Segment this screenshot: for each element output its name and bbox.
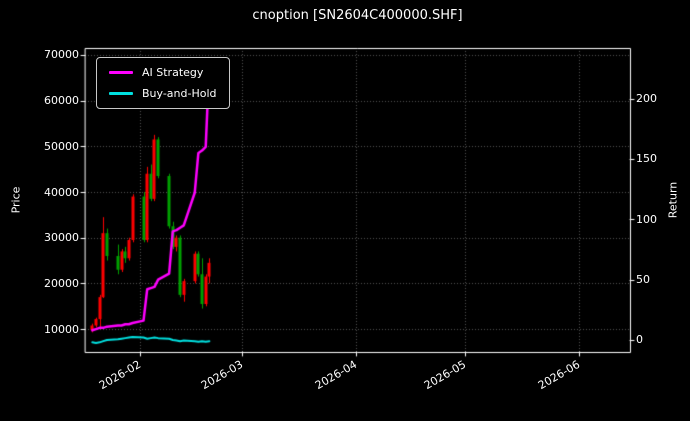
y-tick-label-left: 30000 xyxy=(44,231,79,245)
y-tick-label-left: 10000 xyxy=(44,322,79,336)
legend-item: AI Strategy xyxy=(109,66,217,79)
right-axis-label: Return xyxy=(666,181,680,219)
y-tick-label-right: 150 xyxy=(636,152,657,166)
legend-line-icon xyxy=(109,71,133,74)
legend-label: AI Strategy xyxy=(142,66,204,79)
y-tick-label-right: 100 xyxy=(636,212,657,226)
legend-label: Buy-and-Hold xyxy=(142,87,217,100)
y-tick-label-left: 60000 xyxy=(44,94,79,108)
y-tick-label-left: 50000 xyxy=(44,139,79,153)
chart-title: cnoption [SN2604C400000.SHF] xyxy=(252,8,463,23)
legend-line-icon xyxy=(109,92,133,95)
y-tick-label-left: 70000 xyxy=(44,48,79,62)
y-tick-label-right: 200 xyxy=(636,92,657,106)
y-tick-label-right: 50 xyxy=(636,273,650,287)
y-tick-label-left: 20000 xyxy=(44,276,79,290)
y-tick-label-right: 0 xyxy=(636,333,643,347)
legend-item: Buy-and-Hold xyxy=(109,87,217,100)
legend: AI Strategy Buy-and-Hold xyxy=(96,57,230,109)
y-tick-label-left: 40000 xyxy=(44,185,79,199)
